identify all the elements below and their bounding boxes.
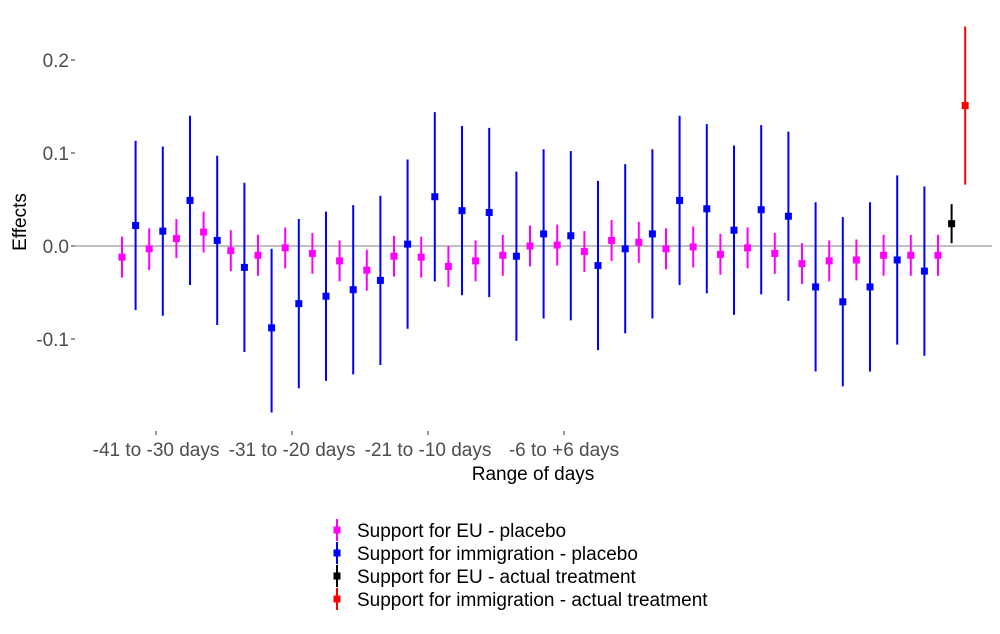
data-point: [553, 241, 561, 249]
data-point: [227, 247, 235, 255]
data-point: [186, 196, 194, 204]
data-point: [784, 212, 792, 220]
data-point: [118, 253, 126, 261]
series-3: [948, 204, 956, 244]
data-point: [472, 257, 480, 265]
x-tick-label: -21 to -10 days: [365, 440, 492, 461]
y-tick-label: 0.2: [43, 51, 69, 72]
series-4: [961, 26, 969, 185]
data-point: [526, 242, 534, 250]
legend-key-point: [333, 549, 341, 557]
data-point: [200, 228, 208, 236]
data-point: [852, 256, 860, 264]
x-tick-label: -41 to -30 days: [93, 440, 220, 461]
data-point: [540, 230, 548, 238]
legend-label: Support for EU - actual treatment: [357, 567, 637, 588]
data-point: [594, 262, 602, 270]
data-point: [268, 324, 276, 332]
data-point: [322, 292, 330, 300]
series-1: [118, 211, 942, 291]
data-point: [431, 193, 439, 201]
data-point: [920, 267, 928, 275]
x-tick-label: -6 to +6 days: [509, 440, 619, 461]
data-point: [580, 248, 588, 256]
data-point: [567, 232, 575, 240]
data-point: [825, 257, 833, 265]
legend-label: Support for immigration - placebo: [357, 544, 638, 565]
data-point: [499, 251, 507, 259]
series-2: [132, 112, 928, 413]
data-point: [866, 283, 874, 291]
data-point: [336, 257, 344, 265]
legend-label: Support for immigration - actual treatme…: [357, 590, 708, 611]
data-point: [240, 263, 248, 271]
legend-key-point: [333, 572, 341, 580]
data-point: [948, 220, 956, 228]
data-point: [716, 250, 724, 258]
data-point: [648, 230, 656, 238]
y-tick-label: 0.0: [43, 237, 69, 258]
data-point: [172, 235, 180, 243]
data-point: [159, 227, 167, 235]
data-point: [295, 300, 303, 308]
data-point: [485, 209, 493, 217]
y-tick-label: 0.1: [43, 144, 69, 165]
legend-item: Support for EU - actual treatment: [333, 565, 637, 588]
data-point: [662, 245, 670, 253]
legend-key-point: [333, 526, 341, 534]
data-point: [961, 102, 969, 110]
legend-key-point: [333, 595, 341, 603]
legend-item: Support for immigration - placebo: [333, 542, 638, 565]
legend-item: Support for immigration - actual treatme…: [333, 588, 708, 611]
data-point: [621, 245, 629, 253]
x-axis: -41 to -30 days -31 to -20 days -21 to -10…: [93, 431, 619, 461]
data-point: [771, 249, 779, 257]
data-point: [703, 205, 711, 213]
y-tick-label: -0.1: [36, 330, 69, 351]
data-point: [132, 222, 140, 230]
data-point: [608, 236, 616, 244]
data-point: [798, 260, 806, 268]
data-point: [689, 243, 697, 251]
x-tick-label: -31 to -20 days: [229, 440, 356, 461]
data-point: [213, 236, 221, 244]
y-axis-title: Effects: [10, 193, 31, 251]
data-point: [757, 206, 765, 214]
data-point: [390, 252, 398, 260]
data-point: [349, 286, 357, 294]
data-point: [417, 253, 425, 261]
data-point: [376, 276, 384, 284]
data-point: [458, 207, 466, 215]
data-point: [839, 298, 847, 306]
legend-item: Support for EU - placebo: [333, 519, 566, 542]
data-point: [444, 262, 452, 270]
data-point: [281, 244, 289, 252]
data-point: [730, 226, 738, 234]
data-point: [512, 252, 520, 260]
data-point: [907, 251, 915, 259]
data-point: [880, 251, 888, 259]
data-point: [145, 245, 153, 253]
data-point: [635, 238, 643, 246]
data-point: [934, 251, 942, 259]
data-point: [308, 249, 316, 257]
y-axis: -0.1 0.0 0.1 0.2: [36, 51, 75, 351]
data-point: [744, 244, 752, 252]
data-point: [254, 251, 262, 259]
data-point: [676, 196, 684, 204]
data-point: [893, 256, 901, 264]
data-point: [404, 240, 412, 248]
data-point: [363, 266, 371, 274]
legend-label: Support for EU - placebo: [357, 521, 566, 542]
plot-area: [75, 26, 992, 413]
data-point: [812, 283, 820, 291]
x-axis-title: Range of days: [472, 464, 595, 485]
